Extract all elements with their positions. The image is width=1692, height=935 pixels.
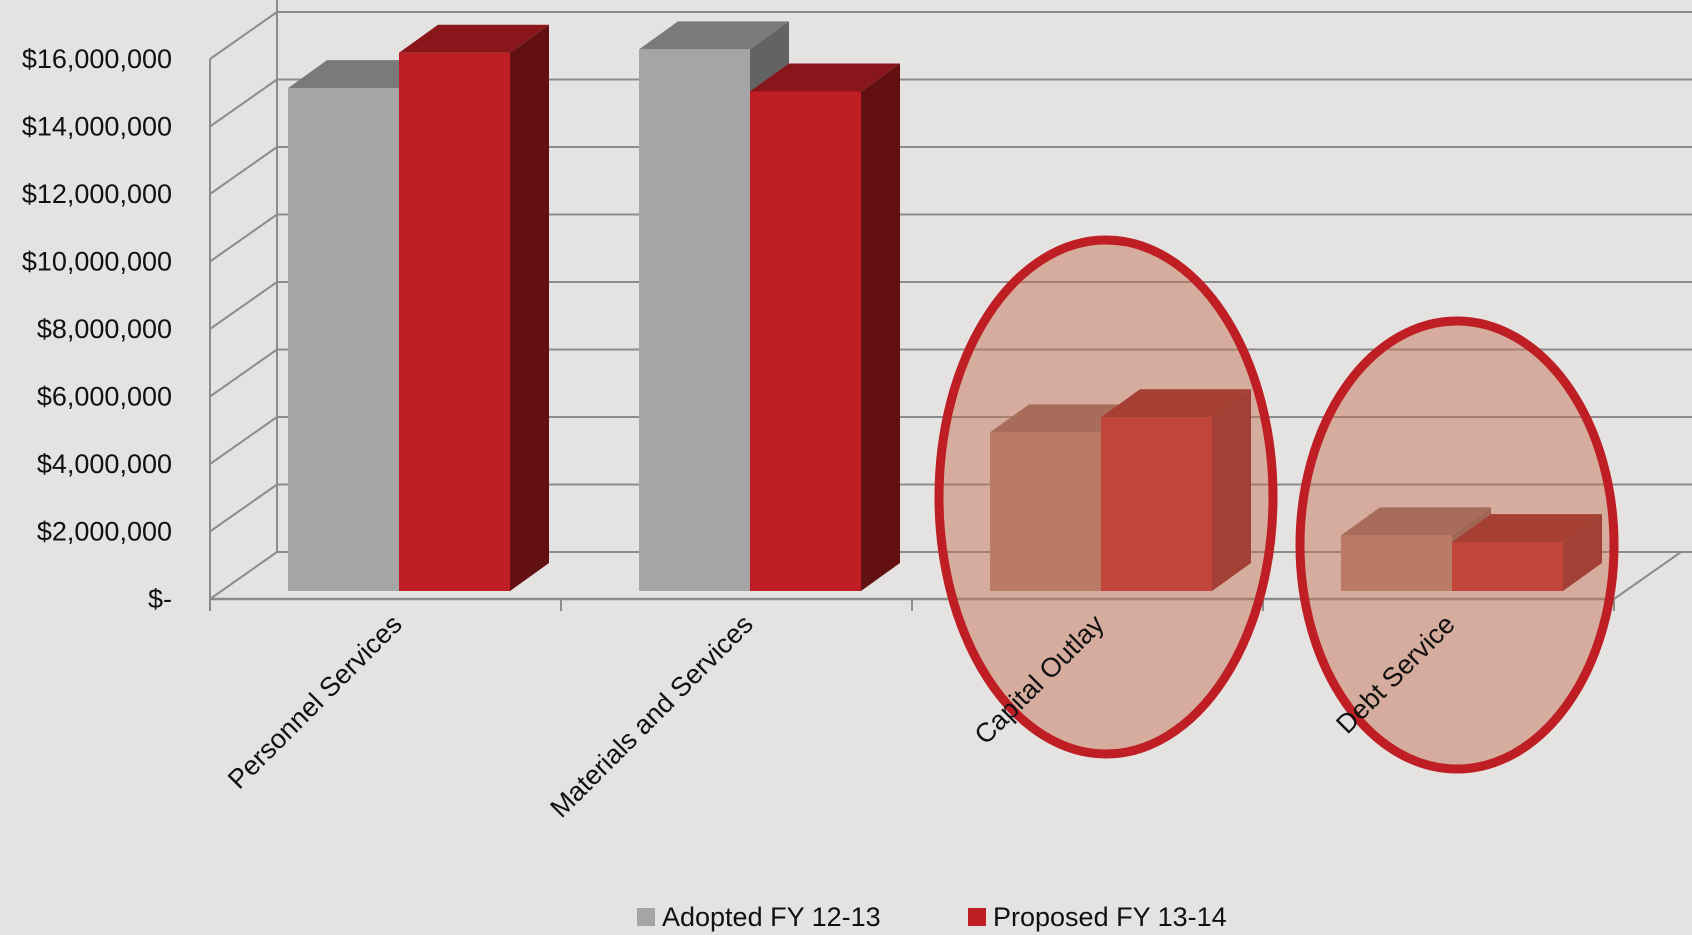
y-tick-label: $16,000,000 (22, 44, 172, 74)
bar (1101, 417, 1212, 591)
bar-top (399, 24, 549, 53)
y-tick-label: $- (148, 584, 172, 614)
bar (639, 49, 750, 591)
bar (288, 88, 399, 591)
gridline-diagonal (209, 11, 278, 60)
legend: Adopted FY 12-13 Proposed FY 13-14 (637, 902, 1227, 932)
y-tick-label: $10,000,000 (22, 247, 172, 277)
gridline-diagonal (209, 348, 278, 398)
highlight-ellipses (934, 235, 1619, 774)
gridline-diagonal (209, 483, 278, 533)
legend-label-adopted: Adopted FY 12-13 (662, 902, 881, 932)
y-tick-label: $2,000,000 (37, 517, 172, 547)
bar-top (1452, 514, 1602, 543)
gridline-diagonal (209, 281, 278, 330)
gridline-diagonal (209, 146, 278, 195)
legend-swatch-proposed (968, 908, 986, 926)
y-tick-label: $14,000,000 (22, 112, 172, 142)
floor-side-edge (1613, 551, 1682, 600)
bar (990, 432, 1101, 591)
bar-top (639, 21, 789, 50)
bar-side (1212, 389, 1251, 591)
bar-top (750, 63, 900, 92)
highlight-ellipse (934, 235, 1278, 759)
gridline-diagonal (209, 416, 278, 465)
gridline-diagonal (209, 78, 278, 128)
bar-top (1101, 389, 1251, 418)
y-tick-label: $6,000,000 (37, 382, 172, 412)
bar (1341, 535, 1452, 591)
y-tick-label: $4,000,000 (37, 449, 172, 479)
axes (209, 0, 1682, 611)
gridline-diagonal (209, 213, 278, 263)
gridline-diagonal (209, 551, 278, 600)
bar (750, 91, 861, 591)
bar-side (861, 63, 900, 591)
highlight-ellipse (1295, 316, 1619, 774)
bar-top (1341, 507, 1491, 536)
y-tick-label: $8,000,000 (37, 314, 172, 344)
legend-swatch-adopted (637, 908, 655, 926)
bar-side (1563, 514, 1602, 591)
bar-side (510, 24, 549, 591)
y-tick-label: $12,000,000 (22, 179, 172, 209)
legend-label-proposed: Proposed FY 13-14 (993, 902, 1227, 932)
bar (1452, 542, 1563, 591)
bar (399, 52, 510, 591)
bars (288, 21, 1602, 591)
